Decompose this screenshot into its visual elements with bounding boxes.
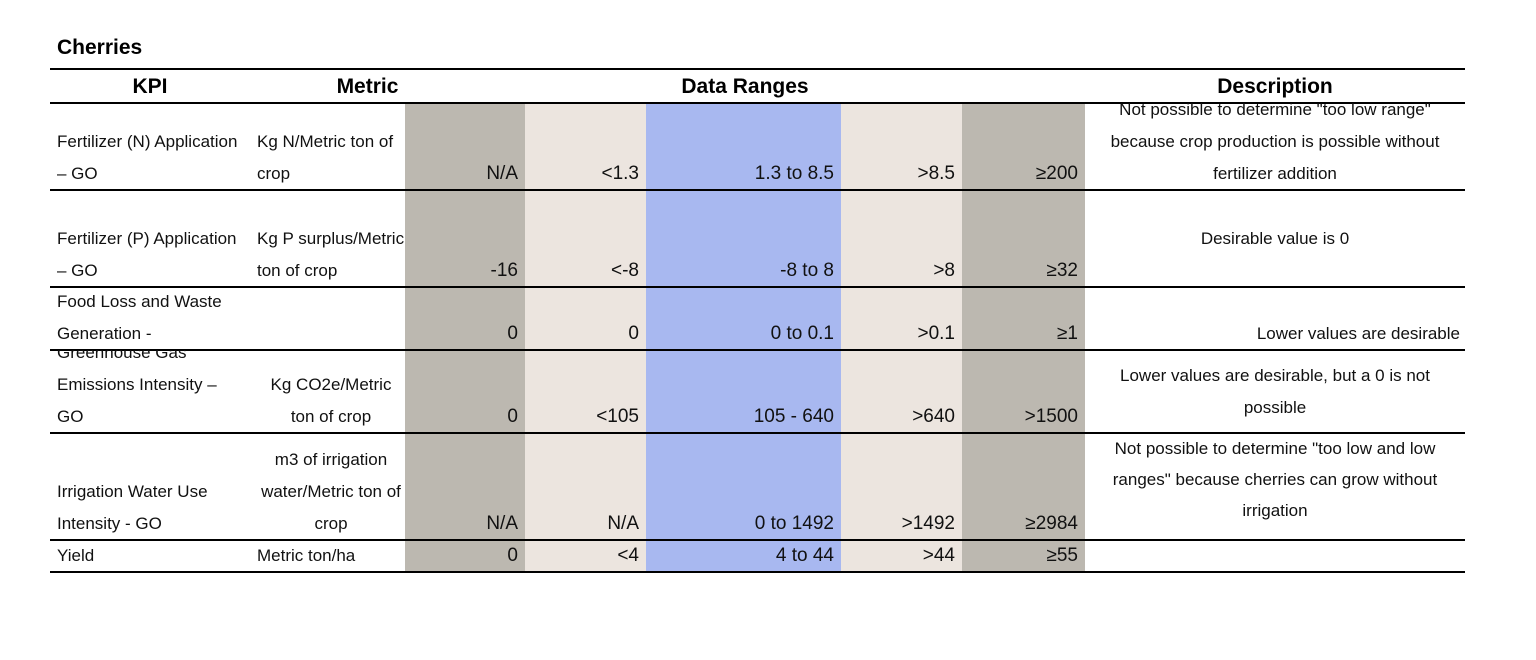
rule	[50, 571, 1465, 573]
description: Desirable value is 0	[1200, 228, 1350, 248]
col-bg	[646, 103, 841, 572]
kpi: Irrigation Water Use Intensity - GO	[57, 482, 208, 533]
rule	[50, 189, 1465, 191]
range: 0	[507, 545, 518, 566]
range: 4 to 44	[775, 545, 834, 566]
range: >1500	[1024, 406, 1078, 427]
col-bg	[841, 103, 962, 572]
range: <4	[617, 545, 639, 566]
description	[1090, 540, 1460, 572]
header: Metric	[336, 75, 399, 98]
description: Lower values are desirable	[1256, 324, 1460, 343]
rule	[50, 432, 1465, 434]
range: -16	[490, 260, 518, 281]
header: Data Ranges	[681, 75, 809, 98]
kpi: Fertilizer (P) Application – GO	[57, 229, 237, 280]
rule	[50, 68, 1465, 70]
range: 105 - 640	[753, 406, 834, 427]
range: 0 to 1492	[754, 513, 834, 534]
range: N/A	[607, 513, 639, 534]
title: Cherries	[57, 36, 143, 59]
metric: Metric ton/ha	[257, 546, 356, 565]
col-bg	[962, 103, 1085, 572]
metric: m3 of irrigation water/Metric ton of cro…	[261, 450, 401, 533]
metric	[257, 287, 405, 350]
header: Description	[1217, 75, 1333, 98]
header: KPI	[132, 75, 168, 98]
range: 0	[628, 323, 639, 344]
range: >8	[933, 260, 955, 281]
range: ≥200	[1035, 163, 1078, 184]
description: Not possible to determine "too low range…	[1110, 103, 1440, 183]
metric: Kg CO2e/Metric ton of crop	[270, 375, 392, 426]
range: ≥2984	[1025, 513, 1078, 534]
rule	[50, 286, 1465, 288]
range: <105	[596, 406, 639, 427]
description: Not possible to determine "too low and l…	[1112, 439, 1438, 520]
range: >0.1	[917, 323, 955, 344]
range: ≥32	[1046, 260, 1078, 281]
range: >640	[912, 406, 955, 427]
col-bg	[525, 103, 646, 572]
metric: Kg P surplus/Metric ton of crop	[257, 229, 405, 280]
description: Lower values are desirable, but a 0 is n…	[1120, 365, 1430, 417]
col-bg	[405, 103, 525, 572]
range: 1.3 to 8.5	[754, 163, 834, 184]
range: N/A	[486, 513, 518, 534]
rule	[50, 539, 1465, 541]
range: >44	[922, 545, 955, 566]
range: 0	[507, 323, 518, 344]
range: 0	[507, 406, 518, 427]
kpi: Greenhouse Gas Emissions Intensity – GO	[57, 350, 217, 426]
rule	[50, 102, 1465, 104]
kpi: Fertilizer (N) Application – GO	[57, 132, 238, 183]
range: >8.5	[917, 163, 955, 184]
range: 0 to 0.1	[770, 323, 834, 344]
range: >1492	[901, 513, 955, 534]
metric: Kg N/Metric ton of crop	[257, 132, 394, 183]
range: <1.3	[601, 163, 639, 184]
kpi: Yield	[57, 546, 95, 565]
range: ≥1	[1057, 323, 1078, 344]
range: N/A	[486, 163, 518, 184]
rule	[50, 349, 1465, 351]
range: -8 to 8	[780, 260, 834, 281]
kpi: Food Loss and Waste Generation -	[57, 292, 222, 343]
range: ≥55	[1046, 545, 1078, 566]
range: <-8	[611, 260, 639, 281]
